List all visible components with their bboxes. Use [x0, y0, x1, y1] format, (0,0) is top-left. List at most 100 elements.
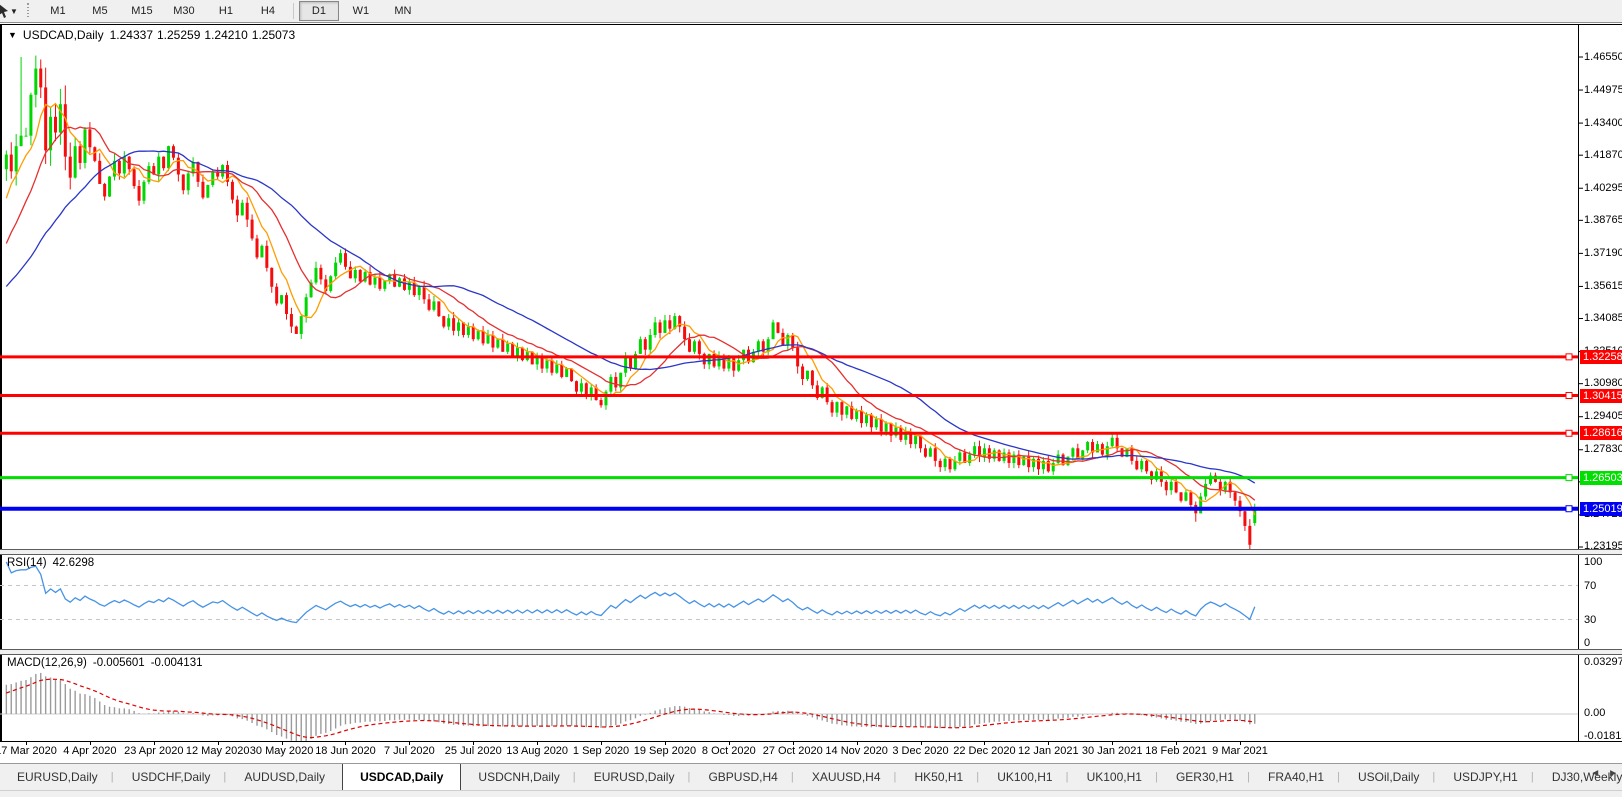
chart-tab-usoil-daily[interactable]: USOil,Daily [1337, 764, 1436, 790]
price-axis-tick: 1.44975 [1584, 83, 1622, 96]
price-axis-tick: 1.40295 [1584, 181, 1622, 194]
date-axis-tickmark [856, 741, 858, 745]
macd-axis-tick: -0.018154 [1584, 730, 1622, 742]
date-axis-label: 30 Jan 2021 [1081, 745, 1143, 757]
price-axis-tick: 1.41870 [1584, 148, 1622, 161]
chart-tab-eurusd-daily[interactable]: EURUSD,Daily [573, 764, 692, 790]
timeframe-button-h1[interactable]: H1 [218, 5, 233, 17]
hline-1.25019[interactable] [0, 505, 1578, 513]
date-axis-label: 12 Jan 2021 [1018, 745, 1079, 757]
chart-tab-usdchf-daily[interactable]: USDCHF,Daily [111, 764, 228, 790]
rsi-pane [0, 561, 1578, 624]
candlestick-series [4, 55, 1257, 549]
chart-tab-usdcad-daily[interactable]: USDCAD,Daily [342, 764, 462, 790]
toolbar-grip-handle[interactable] [25, 3, 31, 19]
tab-scroll-left-icon[interactable]: ◄ [1590, 768, 1601, 779]
hline-1.30415[interactable] [0, 392, 1578, 400]
date-axis-tickmark [920, 741, 922, 745]
macd-axis-tick: 0.00 [1584, 707, 1606, 719]
chart-tab-usdcnh-daily[interactable]: USDCNH,Daily [457, 764, 576, 790]
pane-separator-macd[interactable] [0, 649, 1622, 655]
timeframe-button-m15[interactable]: M15 [131, 5, 153, 17]
hline-1.32258[interactable] [0, 353, 1578, 361]
ohlc-close: 1.25073 [251, 28, 296, 42]
timeframe-button-mn[interactable]: MN [394, 5, 412, 17]
timeframe-buttons: M1 M5 M15 M30 H1 H4 D1 W1 MN [37, 1, 424, 21]
macd-current-value: -0.005601 [92, 657, 145, 669]
date-axis-label: 17 Mar 2020 [0, 745, 57, 757]
timeframe-button-m5[interactable]: M5 [92, 5, 108, 17]
tab-scroll-arrows: ◄ ► [1590, 768, 1618, 779]
date-axis-tickmark [601, 741, 603, 745]
hline-price-label: 1.26503 [1580, 470, 1622, 485]
chart-tab-uk100-h1[interactable]: UK100,H1 [1066, 764, 1159, 790]
timeframe-button-w1[interactable]: W1 [352, 5, 370, 17]
chart-tab-usdjpy-h1[interactable]: USDJPY,H1 [1432, 764, 1534, 790]
rsi-line [5, 561, 1256, 624]
date-axis-tickmark [792, 741, 794, 745]
macd-signal-value: -0.004131 [150, 657, 203, 669]
macd-label: MACD(12,26,9) -0.005601 -0.004131 [7, 657, 202, 669]
date-axis-label: 4 Apr 2020 [63, 745, 117, 757]
date-axis-label: 18 Jun 2020 [315, 745, 376, 757]
price-axis-tick: 1.30980 [1584, 377, 1622, 390]
date-axis-label: 18 Feb 2021 [1145, 745, 1207, 757]
symbol-dropdown-icon[interactable]: ▼ [8, 30, 17, 40]
chart-tab-eurusd-daily[interactable]: EURUSD,Daily [17, 770, 98, 784]
timeframe-button-d1[interactable]: D1 [298, 1, 339, 21]
chart-tab-ger30-h1[interactable]: GER30,H1 [1155, 764, 1251, 790]
hline-1.28616[interactable] [0, 429, 1578, 437]
rsi-label: RSI(14) 42.6298 [7, 557, 94, 569]
moving-average-ma-mid [5, 126, 1256, 501]
date-axis-label: 13 Aug 2020 [506, 745, 569, 757]
pointer-tool-dropdown-icon[interactable]: ▼ [10, 6, 18, 16]
macd-pane [0, 672, 1578, 741]
date-axis-tickmark [89, 741, 91, 745]
price-axis-tick: 1.34085 [1584, 312, 1622, 325]
price-axis-tick: 1.23195 [1584, 540, 1622, 553]
chart-tab-audusd-daily[interactable]: AUDUSD,Daily [223, 764, 342, 790]
chart-tab-hk50-h1[interactable]: HK50,H1 [894, 764, 981, 790]
pane-separator-rsi[interactable] [0, 549, 1622, 555]
chart-tab-xauusd-h4[interactable]: XAUUSD,H4 [791, 764, 898, 790]
chart-symbol-label: USDCAD,Daily [22, 28, 104, 42]
date-axis-tickmark [1048, 741, 1050, 745]
chart-tab-uk100-h1[interactable]: UK100,H1 [976, 764, 1069, 790]
date-axis-tickmark [281, 741, 283, 745]
macd-name: MACD(12,26,9) [7, 657, 87, 669]
tab-scroll-right-icon[interactable]: ► [1608, 768, 1618, 779]
date-axis-label: 27 Oct 2020 [762, 745, 823, 757]
rsi-axis-tick: 100 [1584, 556, 1603, 568]
timeframe-button-m30[interactable]: M30 [173, 5, 195, 17]
date-axis-label: 9 Mar 2021 [1212, 745, 1268, 757]
price-axis-tick: 1.37190 [1584, 246, 1622, 259]
price-pane [0, 55, 1583, 549]
date-axis-tickmark [217, 741, 219, 745]
date-axis-label: 8 Oct 2020 [701, 745, 756, 757]
timeframe-button-m1[interactable]: M1 [50, 5, 66, 17]
pointer-tool-button[interactable]: ▼ [0, 0, 24, 22]
toolbar-separator [292, 3, 294, 19]
date-axis-label: 23 Apr 2020 [124, 745, 184, 757]
chart-tab-fra40-h1[interactable]: FRA40,H1 [1247, 764, 1341, 790]
date-axis-label: 12 May 2020 [185, 745, 250, 757]
date-axis-label: 1 Sep 2020 [572, 745, 630, 757]
rsi-name: RSI(14) [7, 557, 47, 569]
price-axis-tick: 1.35615 [1584, 279, 1622, 292]
date-axis-tickmark [153, 741, 155, 745]
moving-average-ma-slow [5, 150, 1256, 484]
ohlc-open: 1.24337 [109, 28, 153, 42]
chart-tab-gbpusd-h4[interactable]: GBPUSD,H4 [687, 764, 794, 790]
moving-average-ma-fast [5, 102, 1256, 516]
pointer-cursor-icon [0, 4, 8, 18]
timeframe-button-h4[interactable]: H4 [260, 5, 275, 17]
hline-price-label: 1.32258 [1580, 349, 1622, 364]
hline-1.26503[interactable] [0, 474, 1578, 482]
date-axis-tickmark [984, 741, 986, 745]
chart-tab-dj30-weekly[interactable]: DJ30,Weekly [1531, 764, 1622, 790]
hline-price-label: 1.28616 [1580, 426, 1622, 441]
ohlc-low: 1.24210 [204, 28, 248, 42]
price-axis-tick: 1.27830 [1584, 443, 1622, 456]
date-axis-tickmark [1240, 741, 1241, 745]
